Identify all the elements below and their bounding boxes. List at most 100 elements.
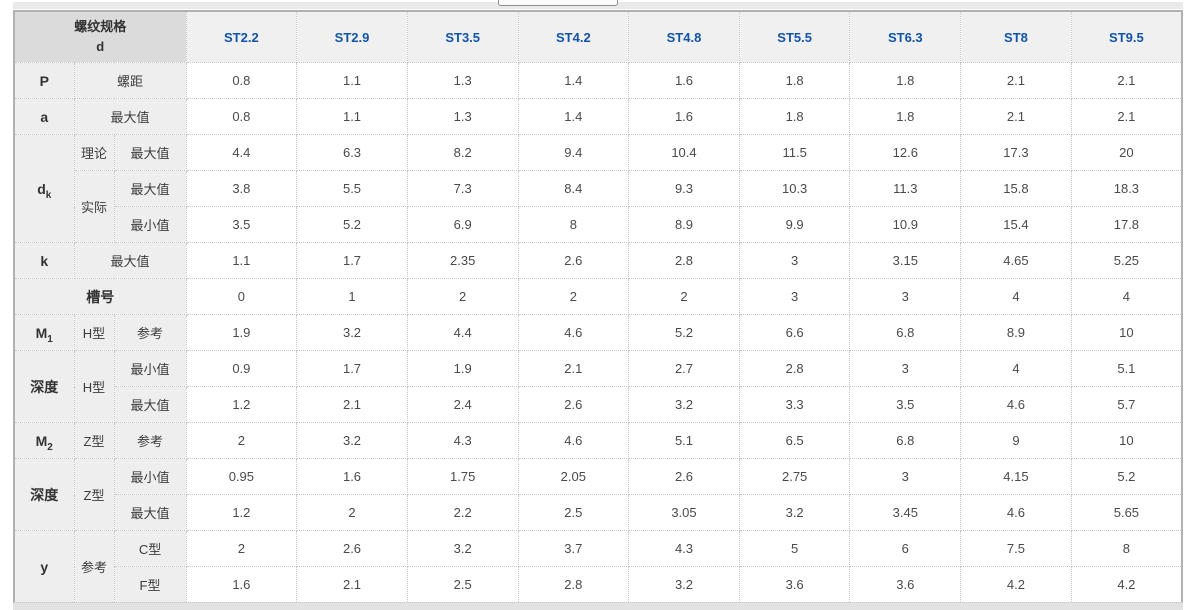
value-cell: 2.1	[296, 386, 408, 423]
value-cell: 1.75	[406, 458, 519, 495]
value-cell: 0.95	[185, 458, 298, 495]
value-cell: 2.35	[406, 242, 519, 279]
value-cell: 1.8	[849, 62, 962, 99]
value-cell: 2.8	[628, 242, 740, 279]
value-cell: 1.7	[296, 242, 408, 279]
corner-line2: d	[96, 39, 105, 54]
value-cell: 1.2	[185, 386, 298, 423]
value-cell: 1.4	[517, 62, 630, 99]
value-cell: 3.2	[296, 314, 408, 351]
value-cell: 8	[517, 206, 630, 243]
value-cell: 5.65	[1070, 494, 1183, 531]
row-label: 最大值	[73, 242, 187, 279]
row-label: H型	[73, 314, 115, 351]
value-cell: 7.3	[406, 170, 519, 207]
value-cell: 4	[960, 278, 1072, 315]
column-header: ST2.2	[185, 10, 298, 63]
table-row: y 参考 C型 2 2.6 3.2 3.7 4.3 5 6 7.5 8	[13, 530, 1183, 604]
row-label: 螺距	[73, 62, 187, 99]
row-label: Z型	[73, 422, 115, 459]
value-cell: 2	[185, 530, 298, 567]
value-cell: 8.9	[960, 314, 1072, 351]
value-cell: 2.2	[406, 494, 519, 531]
row-label: 最小值	[113, 206, 187, 243]
value-cell: 3.15	[849, 242, 962, 279]
value-cell: 3.5	[849, 386, 962, 423]
row-label: 实际	[73, 170, 115, 243]
value-cell: 0.8	[185, 62, 298, 99]
value-cell: 17.8	[1070, 206, 1183, 243]
value-cell: 6.8	[849, 422, 962, 459]
value-cell: 5.25	[1070, 242, 1183, 279]
table-row: 深度 H型 最小值 0.9 1.7 1.9 2.1 2.7 2.8 3 4 5.…	[13, 350, 1183, 423]
value-cell: 5.1	[628, 422, 740, 459]
row-label: Z型	[73, 458, 115, 531]
value-cell: 2.5	[517, 494, 630, 531]
row-label: 最大值	[113, 386, 187, 423]
row-label: C型	[113, 530, 187, 567]
partial-button[interactable]	[498, 0, 618, 6]
value-cell: 2.8	[738, 350, 851, 387]
value-cell: 2.7	[628, 350, 740, 387]
column-header: ST4.8	[628, 10, 740, 63]
value-cell: 11.3	[849, 170, 962, 207]
table-row: 槽号 0 1 2 2 2 3 3 4 4	[13, 278, 1183, 315]
value-cell: 3.6	[849, 566, 962, 604]
value-cell: 3.2	[628, 566, 740, 604]
value-cell: 4.4	[406, 314, 519, 351]
value-cell: 10	[1070, 422, 1183, 459]
row-label: 最小值	[113, 350, 187, 387]
value-cell: 0.8	[185, 98, 298, 135]
value-cell: 3.3	[738, 386, 851, 423]
value-cell: 4.2	[960, 566, 1072, 604]
value-cell: 5.1	[1070, 350, 1183, 387]
value-cell: 2.1	[296, 566, 408, 604]
table-row: 最大值 1.2 2.1 2.4 2.6 3.2 3.3 3.5 4.6 5.7	[14, 386, 1183, 423]
value-cell: 6.6	[738, 314, 851, 351]
row-label: 参考	[113, 314, 187, 351]
row-label: F型	[113, 566, 187, 604]
value-cell: 8.4	[517, 170, 630, 207]
value-cell: 4.6	[960, 386, 1072, 423]
value-cell: 1.8	[738, 62, 851, 99]
value-cell: 4.3	[628, 530, 740, 567]
value-cell: 4.4	[185, 134, 298, 171]
row-label: M1	[13, 314, 75, 351]
row-label: k	[13, 242, 75, 279]
row-label: 最大值	[113, 170, 187, 207]
column-header: ST9.5	[1070, 10, 1183, 63]
value-cell: 1.6	[296, 458, 408, 495]
value-cell: 5.5	[296, 170, 408, 207]
value-cell: 3.6	[738, 566, 851, 604]
bottom-strip	[13, 602, 1183, 610]
value-cell: 1.9	[406, 350, 519, 387]
value-cell: 2.05	[517, 458, 630, 495]
value-cell: 1.6	[185, 566, 298, 604]
value-cell: 1.4	[517, 98, 630, 135]
table-row: 深度 Z型 最小值 0.95 1.6 1.75 2.05 2.6 2.75 3 …	[13, 458, 1183, 531]
value-cell: 2.1	[1070, 98, 1183, 135]
value-cell: 12.6	[849, 134, 962, 171]
value-cell: 1.7	[296, 350, 408, 387]
table-row: F型 1.6 2.1 2.5 2.8 3.2 3.6 3.6 4.2 4.2	[14, 566, 1183, 604]
value-cell: 3	[738, 242, 851, 279]
value-cell: 2.1	[960, 98, 1072, 135]
value-cell: 2.4	[406, 386, 519, 423]
value-cell: 1.1	[296, 98, 408, 135]
table-row: M1 H型 参考 1.9 3.2 4.4 4.6 5.2 6.6 6.8 8.9…	[13, 314, 1183, 351]
row-label: 理论	[73, 134, 115, 171]
value-cell: 9.9	[738, 206, 851, 243]
value-cell: 2.5	[406, 566, 519, 604]
value-cell: 2	[628, 278, 740, 315]
column-header: ST2.9	[296, 10, 408, 63]
spec-table: 螺纹规格 d ST2.2 ST2.9 ST3.5 ST4.2 ST4.8 ST5…	[13, 10, 1183, 604]
value-cell: 6	[849, 530, 962, 567]
value-cell: 9	[960, 422, 1072, 459]
value-cell: 3.2	[628, 386, 740, 423]
value-cell: 2.6	[296, 530, 408, 567]
column-header: ST4.2	[517, 10, 630, 63]
value-cell: 4	[1070, 278, 1183, 315]
value-cell: 1.1	[185, 242, 298, 279]
value-cell: 1.1	[296, 62, 408, 99]
value-cell: 8.9	[628, 206, 740, 243]
